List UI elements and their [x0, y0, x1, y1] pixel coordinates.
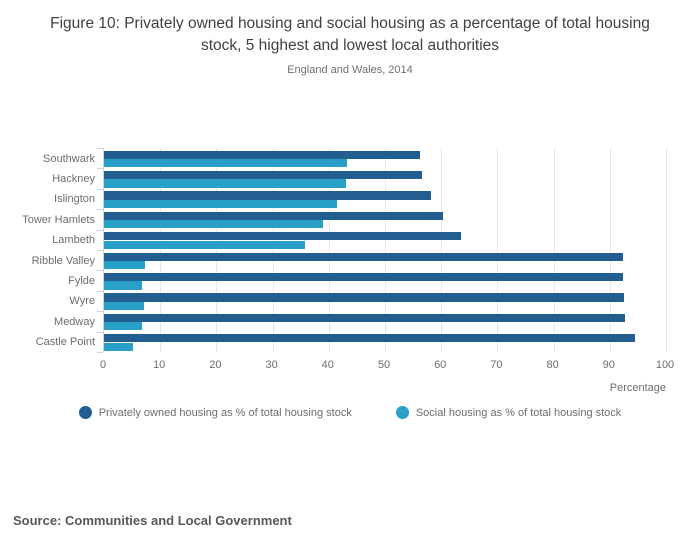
y-axis-label-tower-hamlets: Tower Hamlets: [22, 213, 95, 226]
gridline-90: [609, 148, 611, 352]
y-axis-label-lambeth: Lambeth: [52, 234, 95, 247]
x-axis-label-90: 90: [602, 359, 615, 371]
bar-social-ribble-valley[interactable]: [104, 260, 146, 270]
y-axis-tick: [97, 352, 103, 353]
bar-private-southwark[interactable]: [104, 150, 421, 159]
y-axis-label-hackney: Hackney: [52, 172, 95, 185]
gridline-80: [553, 148, 555, 352]
legend-marker-private-icon: [78, 406, 92, 419]
gridline-10: [160, 148, 162, 352]
gridline-40: [328, 148, 330, 352]
bar-private-medway[interactable]: [104, 313, 625, 323]
x-axis-label-70: 70: [490, 359, 503, 371]
bar-social-castle-point[interactable]: [104, 342, 133, 351]
bar-social-medway[interactable]: [104, 322, 142, 331]
x-axis-label-50: 50: [377, 359, 391, 371]
gridline-60: [441, 148, 443, 352]
x-axis-label-100: 100: [655, 359, 675, 371]
y-axis-tick: [97, 229, 103, 231]
y-axis-label-wyre: Wyre: [69, 295, 95, 308]
x-axis-label-60: 60: [434, 359, 447, 371]
x-axis-title: Percentage: [609, 382, 666, 394]
bar-social-southwark[interactable]: [104, 158, 348, 168]
y-axis-label-castle-point: Castle Point: [35, 336, 95, 349]
y-axis-tick: [97, 311, 103, 313]
plot-area: [97, 148, 667, 353]
chart-subtitle: England and Wales, 2014: [287, 64, 413, 76]
y-axis-tick: [97, 148, 103, 149]
bar-social-lambeth[interactable]: [104, 240, 306, 249]
y-axis-tick: [97, 290, 103, 292]
y-axis-label-medway: Medway: [54, 315, 95, 328]
bar-private-ribble-valley[interactable]: [104, 252, 623, 261]
bar-private-hackney[interactable]: [104, 171, 422, 180]
x-axis-label-20: 20: [209, 359, 222, 371]
bar-social-wyre[interactable]: [104, 301, 145, 310]
x-axis-label-10: 10: [153, 359, 166, 371]
bar-private-wyre[interactable]: [104, 293, 624, 302]
gridline-20: [216, 148, 218, 352]
bar-private-castle-point[interactable]: [104, 334, 636, 343]
legend-item-social[interactable]: Social housing as % of total housing sto…: [395, 406, 622, 419]
x-axis-label-80: 80: [546, 359, 559, 371]
y-axis-tick: [97, 270, 103, 272]
legend-label-private: Privately owned housing as % of total ho…: [98, 406, 352, 419]
chart-title: Figure 10: Privately owned housing and s…: [50, 15, 650, 54]
legend: Privately owned housing as % of total ho…: [0, 406, 700, 419]
bar-private-fylde[interactable]: [104, 273, 624, 282]
gridline-30: [272, 148, 274, 352]
bar-social-hackney[interactable]: [104, 179, 346, 188]
y-axis-tick: [97, 250, 103, 251]
legend-item-private[interactable]: Privately owned housing as % of total ho…: [78, 406, 352, 419]
legend-marker-social-icon: [395, 406, 409, 419]
legend-label-social: Social housing as % of total housing sto…: [415, 406, 622, 419]
x-axis-label-40: 40: [321, 359, 334, 371]
y-axis-label-southwark: Southwark: [43, 152, 95, 165]
gridline-100: [666, 148, 667, 352]
bar-social-islington[interactable]: [104, 199, 338, 208]
y-axis-tick: [97, 188, 103, 190]
source-note: Source: Communities and Local Government: [13, 513, 292, 528]
gridline-50: [385, 148, 386, 352]
y-axis-label-ribble-valley: Ribble Valley: [31, 254, 95, 267]
bar-private-islington[interactable]: [104, 191, 431, 200]
bar-social-tower-hamlets[interactable]: [104, 220, 324, 229]
bar-private-lambeth[interactable]: [104, 232, 461, 241]
y-axis-tick: [97, 331, 103, 333]
x-axis-label-0: 0: [99, 359, 107, 371]
bar-social-fylde[interactable]: [104, 281, 142, 290]
x-axis-label-30: 30: [265, 359, 278, 371]
y-axis-tick: [97, 209, 103, 211]
y-axis-tick: [97, 168, 103, 170]
gridline-70: [497, 148, 499, 352]
y-axis-label-fylde: Fylde: [68, 274, 95, 287]
y-axis-label-islington: Islington: [54, 193, 95, 206]
bar-private-tower-hamlets[interactable]: [104, 211, 444, 221]
